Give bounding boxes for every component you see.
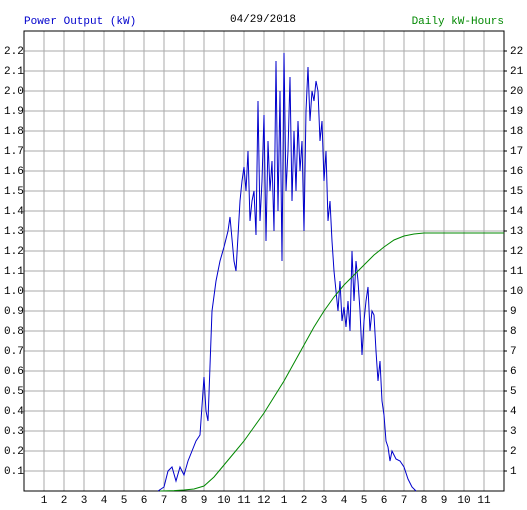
y2-tick-label: 2 — [510, 446, 517, 458]
y-tick-label: 1.0 — [4, 286, 24, 298]
y-tick-label: 0.8 — [4, 326, 24, 338]
y2-tick-label: 11 — [510, 266, 524, 278]
y2-tick-label: 10 — [510, 286, 523, 298]
x-tick-label: 8 — [181, 495, 188, 507]
y-tick-label: 1.7 — [4, 146, 24, 158]
y-axis-label: Power Output (kW) — [24, 16, 136, 28]
y2-tick-label: 8 — [510, 326, 517, 338]
x-tick-label: 10 — [217, 495, 230, 507]
y2-tick-label: 12 — [510, 246, 523, 258]
x-tick-label: 12 — [257, 495, 270, 507]
y-tick-label: 2.2 — [4, 46, 24, 58]
x-tick-label: 5 — [361, 495, 368, 507]
x-tick-label: 3 — [321, 495, 328, 507]
y-tick-label: 0.1 — [4, 466, 24, 478]
y2-tick-label: 20 — [510, 86, 523, 98]
y-tick-label: 0.9 — [4, 306, 24, 318]
y-tick-label: 1.1 — [4, 266, 24, 278]
x-tick-label: 1 — [41, 495, 48, 507]
y-tick-label: 1.8 — [4, 126, 24, 138]
x-tick-label: 7 — [161, 495, 168, 507]
y2-tick-label: 21 — [510, 66, 524, 78]
y2-tick-label: 6 — [510, 366, 517, 378]
x-tick-label: 5 — [121, 495, 128, 507]
series-line — [157, 52, 417, 492]
y-tick-label: 0.5 — [4, 386, 24, 398]
y2-tick-label: 5 — [510, 386, 517, 398]
y2-tick-label: 13 — [510, 226, 523, 238]
x-tick-label: 10 — [457, 495, 470, 507]
x-tick-label: 2 — [301, 495, 308, 507]
plot-border — [23, 30, 505, 492]
x-tick-label: 6 — [381, 495, 388, 507]
y-tick-label: 2.0 — [4, 86, 24, 98]
series-line — [159, 232, 504, 492]
chart-title: 04/29/2018 — [230, 14, 296, 26]
x-tick-label: 8 — [421, 495, 428, 507]
y-tick-label: 0.6 — [4, 366, 24, 378]
y-tick-label: 0.2 — [4, 446, 24, 458]
y2-tick-label: 18 — [510, 126, 523, 138]
y-tick-label: 0.7 — [4, 346, 24, 358]
x-tick-label: 7 — [401, 495, 408, 507]
y-tick-label: 2.1 — [4, 66, 24, 78]
y-tick-label: 1.3 — [4, 226, 24, 238]
y-tick-label: 1.9 — [4, 106, 24, 118]
x-tick-label: 11 — [237, 495, 251, 507]
y2-tick-label: 17 — [510, 146, 523, 158]
y2-tick-label: 19 — [510, 106, 523, 118]
x-tick-label: 9 — [201, 495, 208, 507]
x-tick-label: 11 — [477, 495, 491, 507]
x-tick-label: 1 — [281, 495, 288, 507]
y2-tick-label: 9 — [510, 306, 517, 318]
y2-axis-label: Daily kW-Hours — [412, 16, 504, 28]
y-tick-label: 1.5 — [4, 186, 24, 198]
y-tick-label: 1.2 — [4, 246, 24, 258]
y2-tick-label: 7 — [510, 346, 517, 358]
y2-tick-label: 15 — [510, 186, 523, 198]
y2-tick-label: 1 — [510, 466, 517, 478]
x-tick-label: 4 — [101, 495, 108, 507]
x-tick-label: 4 — [341, 495, 348, 507]
y2-tick-label: 4 — [510, 406, 517, 418]
y-tick-label: 1.6 — [4, 166, 24, 178]
x-tick-label: 3 — [81, 495, 88, 507]
y-tick-label: 0.4 — [4, 406, 24, 418]
y-tick-label: 1.4 — [4, 206, 24, 218]
x-tick-label: 6 — [141, 495, 148, 507]
x-tick-label: 2 — [61, 495, 68, 507]
y-tick-label: 0.3 — [4, 426, 24, 438]
y2-tick-label: 14 — [510, 206, 524, 218]
x-tick-label: 9 — [441, 495, 448, 507]
y2-tick-label: 16 — [510, 166, 523, 178]
y2-tick-label: 22 — [510, 46, 523, 58]
y2-tick-label: 3 — [510, 426, 517, 438]
